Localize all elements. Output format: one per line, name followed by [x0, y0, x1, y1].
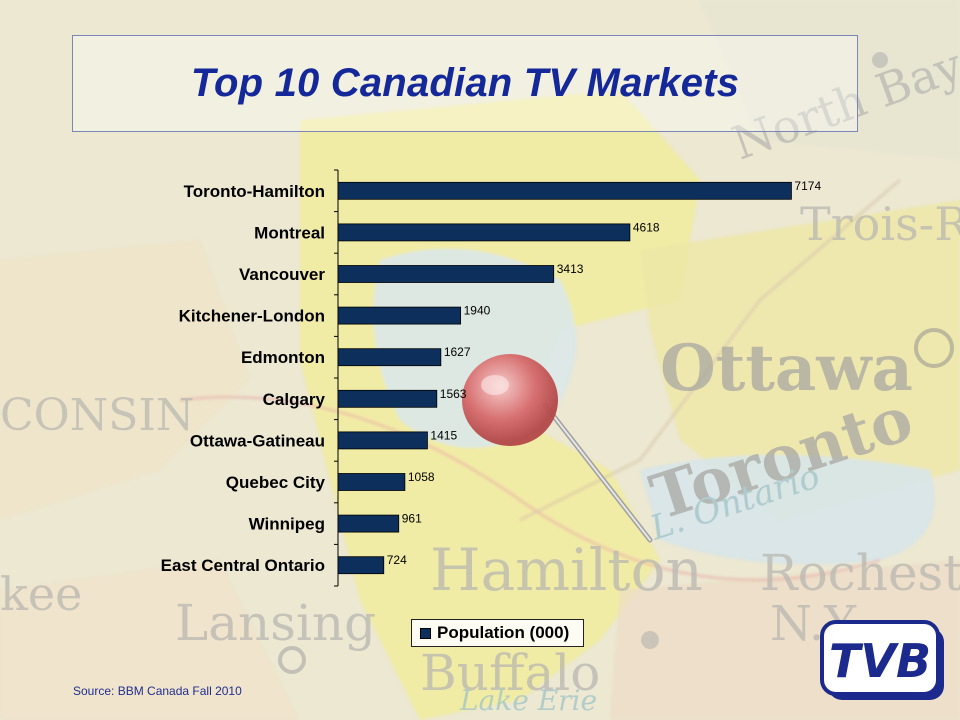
map-label-buffalo: Buffalo [420, 644, 600, 702]
bar [337, 389, 438, 408]
data-label: 7174 [794, 179, 821, 193]
title-box: Top 10 Canadian TV Markets [72, 35, 858, 132]
map-label-lake-erie: Lake Erie [459, 684, 597, 717]
bar [337, 306, 462, 325]
category-label: Calgary [263, 390, 326, 409]
map-label-consin: CONSIN [0, 390, 194, 441]
chart-title: Top 10 Canadian TV Markets [190, 61, 740, 105]
bar [337, 348, 442, 367]
legend-label: Population (000) [437, 623, 570, 642]
category-label: East Central Ontario [161, 556, 325, 575]
map-label-lansing: Lansing [175, 594, 376, 652]
category-label: Kitchener-London [179, 307, 325, 326]
source-note: Source: BBM Canada Fall 2010 [73, 684, 242, 698]
bar [337, 223, 631, 242]
map-label-rochester: Rochester [760, 544, 960, 602]
map-label-ottawa: Ottawa [660, 331, 913, 406]
bar [337, 265, 555, 283]
data-label: 724 [387, 553, 407, 567]
data-label: 1627 [444, 345, 471, 359]
category-label: Ottawa-Gatineau [190, 431, 325, 450]
logo-text: TVB [829, 634, 931, 688]
bar [337, 431, 428, 450]
legend: Population (000) [411, 619, 584, 647]
map-pin [462, 354, 653, 543]
category-label: Montreal [254, 223, 325, 242]
category-label: Winnipeg [249, 515, 325, 534]
data-label: 1563 [440, 387, 467, 401]
data-label: 3413 [557, 262, 584, 276]
category-label: Edmonton [241, 348, 325, 367]
bar [337, 556, 385, 575]
data-label: 1058 [408, 470, 435, 484]
data-label: 961 [402, 512, 422, 526]
data-label: 1415 [430, 428, 457, 442]
map-label-kee: kee [0, 567, 82, 621]
category-label: Toronto-Hamilton [184, 182, 325, 201]
map-label-trois-r: Trois-R [800, 197, 960, 251]
category-label: Vancouver [239, 265, 325, 284]
bar [337, 181, 792, 200]
bar [337, 514, 400, 533]
map-label-hamilton: Hamilton [430, 536, 703, 604]
data-label: 1940 [464, 304, 491, 318]
legend-swatch [420, 627, 431, 639]
data-label: 4618 [633, 220, 660, 234]
bar [337, 473, 406, 491]
category-label: Quebec City [226, 473, 326, 492]
tvb-logo: TVB [820, 620, 944, 700]
